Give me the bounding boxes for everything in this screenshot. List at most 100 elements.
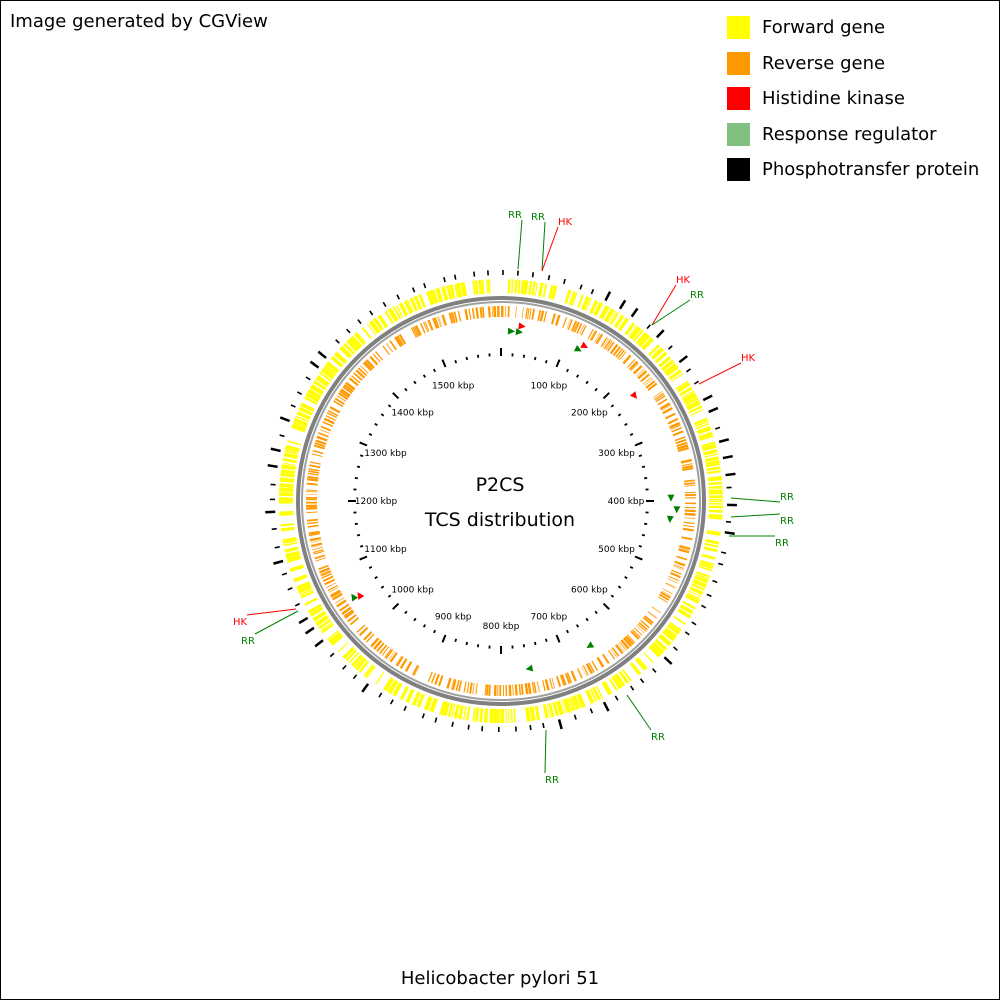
reverse-gene-block — [515, 306, 517, 318]
forward-gene-block — [312, 610, 327, 622]
forward-gene-block — [466, 706, 471, 721]
reverse-gene-block — [681, 536, 693, 541]
rr-marker — [666, 515, 674, 523]
reverse-gene-block — [630, 630, 640, 640]
phosphotransfer-dash — [274, 546, 280, 549]
forward-gene-block — [609, 311, 618, 324]
reverse-gene-block — [312, 546, 323, 551]
rr-marker — [525, 664, 534, 672]
reverse-gene-block — [327, 410, 339, 417]
ruler-tick — [585, 380, 589, 385]
reverse-gene-block — [615, 348, 624, 358]
outer-dash-ring — [265, 270, 737, 732]
forward-gene-block — [654, 638, 668, 651]
rr-marker — [507, 327, 516, 335]
reverse-gene-block — [573, 321, 579, 333]
forward-gene-block — [327, 630, 339, 641]
forward-gene-block — [666, 623, 681, 635]
reverse-gene-block — [684, 509, 696, 513]
reverse-gene-block — [518, 684, 522, 696]
reverse-gene-block — [679, 544, 691, 548]
reverse-gene-block — [544, 679, 550, 691]
reverse-gene-block — [637, 623, 647, 632]
reverse-gene-block — [329, 406, 341, 414]
reverse-gene-block — [472, 682, 475, 694]
phosphotransfer-dash — [317, 350, 327, 359]
ruler-tick — [374, 422, 378, 427]
forward-gene-block — [706, 470, 722, 475]
reverse-gene-block — [360, 365, 369, 374]
ruler-tick — [404, 387, 408, 392]
reverse-gene-block — [306, 489, 318, 492]
callout-leader-line — [541, 226, 559, 272]
rr-callout-label: RR — [690, 290, 704, 301]
forward-gene-block — [708, 503, 723, 505]
phosphotransfer-dash — [655, 329, 665, 339]
reverse-gene-block — [395, 655, 402, 666]
reverse-gene-block — [576, 323, 583, 334]
reverse-gene-block — [677, 446, 689, 452]
reverse-gene-block — [665, 582, 676, 588]
forward-gene-block — [650, 347, 664, 360]
forward-gene-block — [324, 364, 337, 375]
forward-gene-block — [392, 682, 403, 697]
phosphotransfer-dash — [390, 699, 394, 705]
ruler-tick — [533, 641, 537, 646]
forward-gene-block — [284, 546, 299, 553]
forward-gene-block — [576, 693, 586, 708]
phosphotransfer-dash — [604, 291, 612, 302]
phosphotransfer-dash — [314, 639, 324, 648]
forward-gene-block — [662, 630, 675, 642]
phosphotransfer-dash — [646, 324, 651, 330]
reverse-gene-block — [566, 318, 571, 330]
forward-gene-block — [479, 708, 484, 723]
reverse-gene-block — [662, 406, 674, 415]
forward-gene-block — [525, 707, 531, 722]
callout-leader-line — [626, 694, 652, 731]
forward-gene-block — [389, 681, 399, 695]
tick-label: 500 kbp — [598, 545, 635, 555]
forward-gene-block — [284, 450, 299, 455]
phosphotransfer-dash — [547, 274, 551, 281]
reverse-gene-block — [412, 326, 419, 338]
forward-gene-block — [607, 310, 616, 324]
reverse-gene-block — [313, 444, 325, 450]
forward-gene-block — [309, 384, 325, 396]
ruler-tick — [533, 356, 537, 361]
reverse-gene-block — [677, 444, 689, 450]
tick-label: 300 kbp — [598, 449, 635, 459]
reverse-gene-block — [339, 390, 350, 399]
forward-gene-block — [483, 708, 487, 723]
forward-gene-block — [566, 697, 573, 712]
reverse-gene-block — [669, 421, 681, 429]
forward-gene-block — [542, 283, 548, 298]
forward-gene-block — [406, 299, 414, 313]
reverse-gene-block — [475, 683, 478, 695]
phosphotransfer-dash — [718, 438, 730, 444]
ruler-tick — [575, 374, 580, 378]
forward-gene-block — [706, 466, 721, 472]
forward-gene-block — [279, 477, 295, 483]
forward-gene-block — [348, 339, 359, 351]
forward-gene-block — [418, 694, 426, 708]
forward-gene-block — [694, 575, 709, 584]
reverse-gene-block — [306, 482, 318, 486]
reverse-gene-block — [308, 533, 321, 537]
forward-gene-block — [707, 475, 723, 482]
reverse-gene-block — [616, 349, 626, 360]
reverse-gene-block — [660, 591, 671, 599]
reverse-gene-block — [582, 665, 589, 676]
callout-leader-line — [544, 729, 547, 774]
callout-labels: RR RR HK HK RR HK RR RR RR RR RR HK RR — [233, 210, 794, 786]
forward-gene-block — [450, 703, 456, 718]
rr-marker — [586, 641, 595, 649]
forward-gene-block — [663, 362, 678, 375]
legend-item-reverse-gene: Reverse gene — [727, 46, 979, 82]
forward-gene-block — [708, 500, 723, 503]
reverse-gene-block — [676, 441, 688, 447]
reverse-gene-block — [627, 358, 636, 368]
phosphotransfer-dash — [473, 271, 476, 277]
forward-gene-block — [278, 497, 294, 502]
reverse-gene-block — [316, 435, 328, 442]
phosphotransfer-dash — [296, 391, 303, 396]
